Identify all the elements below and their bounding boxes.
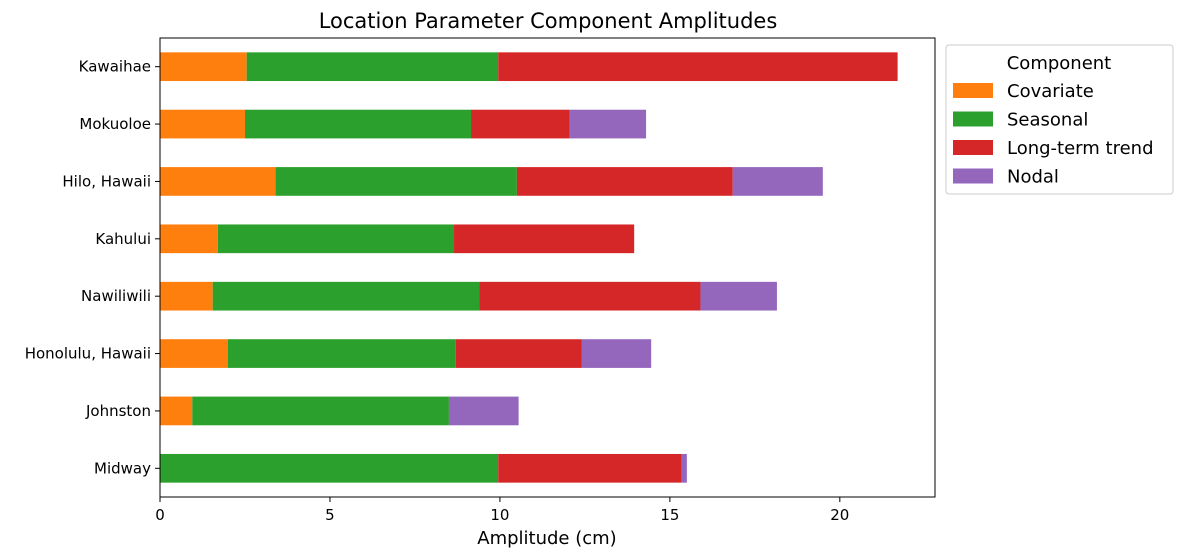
chart-title: Location Parameter Component Amplitudes [319,9,778,33]
x-tick-label: 10 [490,506,509,524]
y-tick-label: Hilo, Hawaii [62,172,151,190]
bar-mokuoloe-nodal [569,109,647,139]
bar-johnston-seasonal [192,396,449,426]
bar-hilo-hawaii-nodal [732,167,823,196]
bar-honolulu-hawaii-covariate [160,339,228,368]
bar-mokuoloe-long-term-trend [471,109,570,139]
legend-label-covariate: Covariate [1007,81,1094,102]
legend-title: Component [1007,53,1112,74]
bar-midway-nodal [681,453,687,483]
bar-johnston-covariate [160,396,193,426]
y-tick-label: Johnston [85,402,151,420]
bar-honolulu-hawaii-long-term-trend [455,339,582,368]
bar-kahului-seasonal [217,224,455,254]
legend-swatch-nodal [953,168,993,184]
legend-frame [945,44,1174,195]
bar-nawiliwili-seasonal [212,281,480,311]
y-tick-label: Midway [94,459,151,477]
plot-frame [159,37,936,498]
bar-nawiliwili-long-term-trend [479,281,701,311]
y-tick-label: Nawiliwili [81,287,151,305]
bar-kawaihae-seasonal [246,52,499,82]
y-axis: Kawaihae Mokuoloe Hilo, Hawaii Kahului Nawil… [25,58,160,477]
legend-label-seasonal: Seasonal [1007,110,1088,131]
x-tick-label: 0 [155,506,165,524]
bar-hilo-hawaii-long-term-trend [516,167,733,196]
x-tick-label: 20 [830,506,849,524]
legend-swatch-covariate [953,83,993,98]
bar-hilo-hawaii-seasonal [275,167,517,196]
bar-nawiliwili-covariate [160,281,213,311]
x-tick-label: 5 [325,506,335,524]
bar-midway-seasonal [160,453,499,483]
bar-mokuoloe-covariate [160,109,245,139]
legend-items: Covariate Seasonal Long-term trend Nodal [953,81,1154,188]
y-tick-label: Kahului [95,230,151,248]
x-axis-label: Amplitude (cm) [477,528,616,549]
bar-midway-long-term-trend [498,453,682,483]
legend-label-long-term-trend: Long-term trend [1007,138,1154,159]
bar-kahului-long-term-trend [454,224,635,254]
y-tick-label: Honolulu, Hawaii [25,345,151,363]
bar-nawiliwili-nodal [700,281,777,311]
legend-swatch-long-term-trend [953,140,993,155]
bar-honolulu-hawaii-seasonal [227,339,456,368]
legend-label-nodal: Nodal [1007,167,1059,188]
bar-johnston-nodal [448,396,519,426]
y-tick-label: Mokuoloe [79,115,151,133]
x-tick-label: 15 [660,506,679,524]
bar-kahului-covariate [160,224,218,254]
legend: Component Covariate Seasonal Long-term tre… [945,44,1174,195]
y-tick-label: Kawaihae [79,58,151,76]
bar-kawaihae-covariate [160,52,247,82]
x-axis: 0 5 10 15 20 [155,497,849,524]
bars-group [160,52,898,483]
bar-mokuoloe-seasonal [244,109,472,139]
bar-kawaihae-long-term-trend [498,52,898,82]
bar-hilo-hawaii-covariate [160,167,276,196]
legend-swatch-seasonal [953,111,993,127]
bar-honolulu-hawaii-nodal [581,339,652,368]
